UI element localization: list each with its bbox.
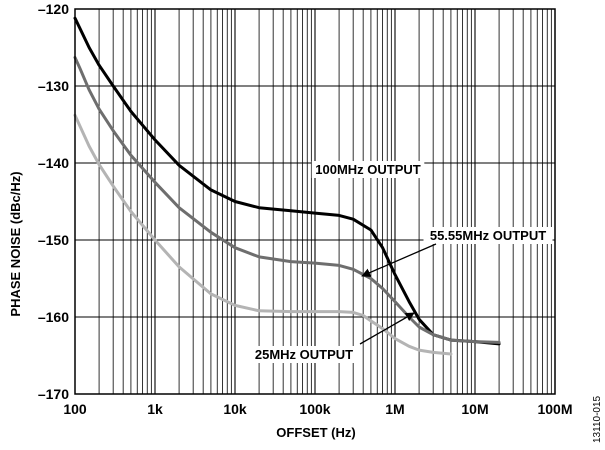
annotation-bg [423, 227, 553, 244]
annotation-arrow [361, 243, 437, 277]
figure-id: 13110-015 [592, 395, 603, 443]
series-annotation: 25MHz OUTPUT [255, 347, 353, 362]
series-lines [73, 16, 501, 356]
plot-frame [74, 8, 556, 395]
y-tick-label: –140 [38, 155, 69, 171]
y-tick-label: –120 [38, 1, 69, 17]
x-axis-title: OFFSET (Hz) [276, 425, 355, 440]
grid-lines [75, 9, 555, 394]
y-tick-labels: –120 –130 –140 –150 –160 –170 [38, 1, 69, 402]
annotation-arrow [359, 312, 415, 345]
y-tick-label: –160 [38, 309, 69, 325]
y-tick-label: –130 [38, 78, 69, 94]
x-tick-label: 100k [299, 401, 330, 417]
y-tick-label: –170 [38, 386, 69, 402]
x-tick-label: 1k [147, 401, 163, 417]
annotation-bg [311, 161, 425, 178]
series-annotation: 100MHz OUTPUT [315, 162, 421, 177]
x-tick-label: 100 [63, 401, 87, 417]
x-tick-label: 100M [537, 401, 572, 417]
series-line [73, 16, 501, 346]
x-tick-label: 10M [461, 401, 488, 417]
series-annotation: 55.55MHz OUTPUT [430, 228, 546, 243]
x-tick-label: 10k [223, 401, 247, 417]
x-tick-labels: 100 1k 10k 100k 1M 10M 100M [63, 401, 572, 417]
annotation-bg [251, 346, 357, 363]
x-tick-label: 1M [385, 401, 404, 417]
y-tick-label: –150 [38, 232, 69, 248]
series-line [73, 56, 501, 344]
y-axis-title: PHASE NOISE (dBc/Hz) [8, 171, 23, 316]
series-line [73, 113, 453, 356]
annotations: 100MHz OUTPUT 55.55MHz OUTPUT 25MHz OUTPUT [251, 161, 553, 363]
